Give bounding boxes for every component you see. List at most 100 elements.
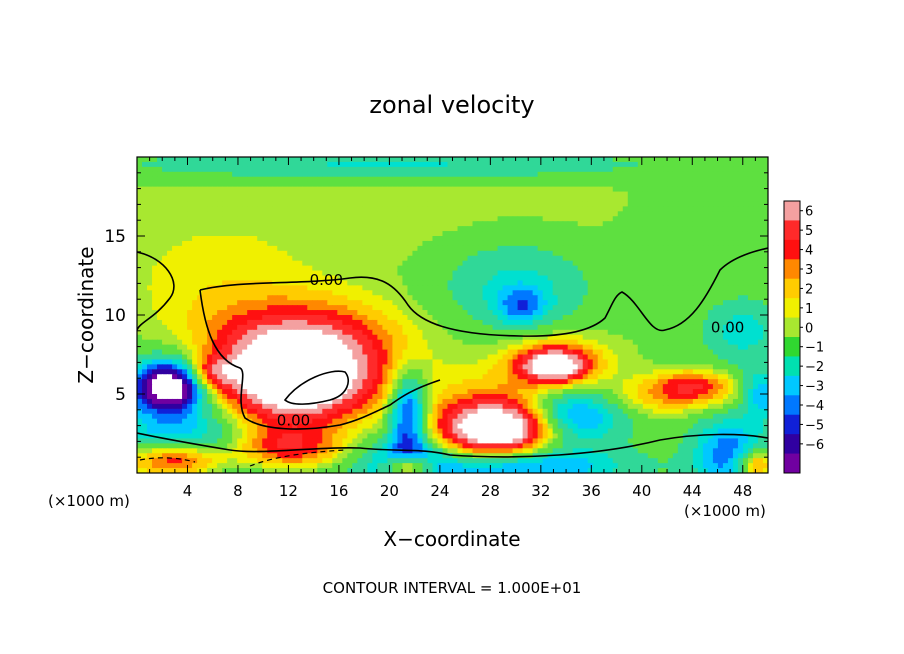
heat-cell xyxy=(377,216,383,222)
heat-cell xyxy=(732,161,739,168)
heat-cell xyxy=(622,206,629,212)
heat-cell xyxy=(612,255,619,262)
heat-cell xyxy=(382,310,388,316)
heat-cell xyxy=(387,206,394,212)
heat-cell xyxy=(392,226,399,232)
heat-cell xyxy=(157,349,163,356)
heat-cell xyxy=(402,290,409,296)
heat-cell xyxy=(292,255,298,262)
heat-cell xyxy=(282,334,288,341)
heat-cell xyxy=(582,329,589,336)
heat-cell xyxy=(507,211,514,217)
heat-cell xyxy=(762,270,768,277)
heat-cell xyxy=(192,324,198,331)
heat-cell xyxy=(632,191,639,198)
heat-cell xyxy=(552,216,559,222)
heat-cell xyxy=(542,310,549,316)
heat-cell xyxy=(322,206,328,212)
heat-cell xyxy=(257,295,263,301)
heat-cell xyxy=(352,166,358,173)
heat-cell xyxy=(512,216,519,222)
heat-cell xyxy=(137,339,143,346)
heat-cell xyxy=(402,260,409,267)
heat-cell xyxy=(237,339,243,346)
heat-cell xyxy=(702,196,709,203)
heat-cell xyxy=(267,305,273,311)
heat-cell xyxy=(267,250,273,257)
heat-cell xyxy=(652,201,659,207)
heat-cell xyxy=(727,315,734,321)
heat-cell xyxy=(227,226,233,232)
heat-cell xyxy=(507,171,514,178)
heat-cell xyxy=(502,161,509,168)
heat-cell xyxy=(437,334,444,341)
heat-cell xyxy=(277,240,283,247)
heat-cell xyxy=(527,245,534,252)
heat-cell xyxy=(407,260,414,267)
heat-cell xyxy=(267,201,273,207)
heat-cell xyxy=(142,221,148,227)
heat-cell xyxy=(282,275,288,282)
heat-cell xyxy=(507,196,514,203)
heat-cell xyxy=(247,275,253,282)
heat-cell xyxy=(572,255,579,262)
heat-cell xyxy=(522,344,529,351)
heat-cell xyxy=(147,191,153,198)
heat-cell xyxy=(677,171,684,178)
heat-cell xyxy=(442,236,449,242)
heat-cell xyxy=(762,171,768,178)
heat-cell xyxy=(227,265,233,272)
heat-cell xyxy=(697,290,704,296)
heat-cell xyxy=(567,216,574,222)
heat-cell xyxy=(677,161,684,168)
heat-cell xyxy=(652,334,659,341)
heat-cell xyxy=(282,157,288,163)
heat-cell xyxy=(267,315,273,321)
heat-cell xyxy=(332,329,338,336)
heat-cell xyxy=(247,221,253,227)
heat-cell xyxy=(602,344,609,351)
heat-cell xyxy=(612,201,619,207)
heat-cell xyxy=(447,191,454,198)
heat-cell xyxy=(167,324,173,331)
heat-cell xyxy=(167,339,173,346)
heat-cell xyxy=(497,231,504,237)
heat-cell xyxy=(707,339,714,346)
heat-cell xyxy=(432,196,439,203)
heat-cell xyxy=(642,226,649,232)
heat-cell xyxy=(227,315,233,321)
heat-cell xyxy=(457,186,464,193)
heat-cell xyxy=(622,245,629,252)
heat-cell xyxy=(537,171,544,178)
heat-cell xyxy=(267,181,273,188)
heat-cell xyxy=(407,186,414,193)
heat-cell xyxy=(657,245,664,252)
heat-cell xyxy=(372,270,378,277)
heat-cell xyxy=(517,285,524,291)
heat-cell xyxy=(632,221,639,227)
heat-cell xyxy=(267,285,273,291)
heat-cell xyxy=(477,171,484,178)
heat-cell xyxy=(582,191,589,198)
heat-cell xyxy=(332,161,338,168)
heat-cell xyxy=(317,334,323,341)
heat-cell xyxy=(257,231,263,237)
heat-cell xyxy=(607,344,614,351)
heat-cell xyxy=(302,315,308,321)
heat-cell xyxy=(527,334,534,341)
heat-cell xyxy=(662,319,669,326)
heat-cell xyxy=(362,275,368,282)
heat-cell xyxy=(387,324,394,331)
heat-cell xyxy=(252,236,258,242)
heat-cell xyxy=(207,245,213,252)
heat-cell xyxy=(277,324,283,331)
heat-cell xyxy=(182,300,188,306)
heat-cell xyxy=(552,250,559,257)
heat-cell xyxy=(367,240,373,247)
heat-cell xyxy=(542,176,549,183)
heat-cell xyxy=(157,295,163,301)
heat-cell xyxy=(262,319,268,326)
heat-cell xyxy=(637,157,644,163)
heat-cell xyxy=(712,315,719,321)
heat-cell xyxy=(587,300,594,306)
